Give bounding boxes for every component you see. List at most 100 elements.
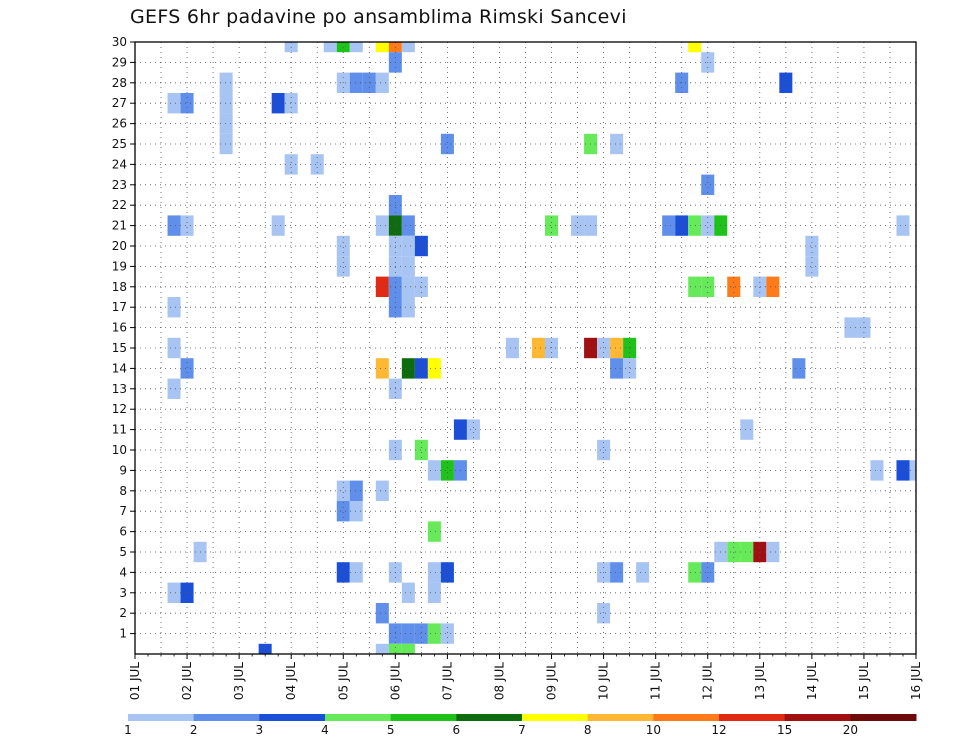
heatmap-cell — [167, 337, 181, 359]
legend-label: 3 — [256, 723, 264, 737]
heatmap-cell — [466, 419, 480, 440]
legend-swatch — [193, 714, 260, 721]
heatmap-cell — [310, 154, 324, 175]
heatmap-cell — [336, 480, 350, 501]
y-tick-label: 3 — [119, 586, 127, 600]
heatmap-cell — [167, 297, 181, 318]
y-tick-label: 8 — [119, 484, 127, 498]
y-tick-label: 9 — [119, 463, 127, 477]
legend-label: 4 — [321, 723, 329, 737]
legend-label: 20 — [843, 723, 858, 737]
x-tick-label: 14 JUL — [805, 662, 819, 700]
legend-swatch — [128, 714, 195, 721]
y-tick-label: 19 — [112, 259, 127, 273]
heatmap-cell — [271, 93, 285, 114]
heatmap-cell — [388, 643, 402, 654]
heatmap-cell — [375, 603, 389, 624]
x-tick-label: 05 JUL — [336, 662, 350, 700]
heatmap-cell — [701, 174, 715, 195]
heatmap-cell — [740, 419, 754, 440]
heatmap-cell — [414, 276, 428, 297]
legend-swatch — [325, 714, 392, 721]
x-tick-label: 02 JUL — [180, 662, 194, 700]
y-tick-label: 14 — [112, 361, 127, 375]
heatmap-cell — [896, 460, 910, 481]
y-tick-label: 15 — [112, 341, 127, 355]
heatmap-cell — [167, 215, 181, 236]
heatmap-cell — [688, 562, 702, 583]
heatmap-cell — [623, 358, 637, 379]
heatmap-cell — [349, 72, 363, 93]
heatmap-cell — [336, 235, 350, 257]
heatmap-cell — [401, 276, 415, 297]
x-tick-label: 11 JUL — [649, 662, 663, 700]
heatmap-cell — [766, 276, 780, 297]
x-tick-label: 04 JUL — [284, 662, 298, 700]
heatmap-cell — [805, 235, 819, 257]
heatmap-cell — [532, 337, 546, 359]
heatmap-cell — [805, 256, 819, 277]
heatmap-cell — [440, 133, 454, 155]
y-tick-label: 22 — [112, 198, 127, 212]
y-tick-label: 12 — [112, 402, 127, 416]
heatmap-cell — [349, 562, 363, 583]
x-tick-label: 03 JUL — [232, 662, 246, 700]
x-tick-label: 01 JUL — [128, 662, 142, 700]
heatmap-cell — [401, 42, 415, 53]
heatmap-cell — [401, 215, 415, 236]
heatmap-cell — [336, 256, 350, 277]
heatmap-cell — [740, 541, 754, 563]
y-tick-label: 16 — [112, 321, 127, 335]
heatmap-cell — [401, 256, 415, 277]
y-tick-label: 5 — [119, 545, 127, 559]
heatmap-cell — [375, 480, 389, 501]
heatmap-cell — [180, 93, 194, 114]
heatmap-cell — [349, 42, 363, 53]
y-tick-label: 26 — [112, 117, 127, 131]
heatmap-cell — [427, 460, 441, 481]
heatmap-cell — [167, 378, 181, 399]
heatmap-cell — [219, 72, 233, 93]
y-tick-label: 2 — [119, 606, 127, 620]
heatmap-cell — [375, 72, 389, 93]
y-tick-label: 25 — [112, 137, 127, 151]
y-tick-label: 10 — [112, 443, 127, 457]
legend-swatch — [784, 714, 851, 721]
y-tick-label: 1 — [119, 627, 127, 641]
heatmap-cell — [792, 358, 806, 379]
legend-swatch — [653, 714, 720, 721]
legend-label: 2 — [190, 723, 198, 737]
heatmap-cell — [505, 337, 519, 359]
heatmap-cell — [571, 215, 585, 236]
heatmap-cell — [610, 337, 624, 359]
heatmap-cell — [401, 235, 415, 257]
heatmap-cell — [414, 358, 428, 379]
heatmap-cell — [180, 358, 194, 379]
legend-swatch — [259, 714, 326, 721]
y-tick-label: 30 — [112, 35, 127, 49]
heatmap-cell — [610, 133, 624, 155]
heatmap-cell — [414, 439, 428, 461]
heatmap-cell — [349, 501, 363, 522]
heatmap-cell — [427, 562, 441, 583]
heatmap-cell — [271, 215, 285, 236]
legend-label: 6 — [453, 723, 461, 737]
y-tick-label: 20 — [112, 239, 127, 253]
y-tick-label: 6 — [119, 525, 127, 539]
legend-label: 12 — [711, 723, 726, 737]
heatmap-cell — [375, 276, 389, 297]
x-tick-label: 07 JUL — [440, 662, 454, 700]
heatmap-cell — [701, 215, 715, 236]
x-tick-label: 15 JUL — [857, 662, 871, 700]
x-tick-label: 13 JUL — [753, 662, 767, 700]
heatmap-cell — [414, 235, 428, 257]
heatmap-cell — [414, 623, 428, 644]
heatmap-cell — [545, 215, 559, 236]
heatmap-cell — [167, 582, 181, 603]
heatmap-cell — [688, 215, 702, 236]
heatmap-cell — [401, 582, 415, 603]
x-tick-label: 16 JUL — [909, 662, 923, 700]
heatmap-cell — [636, 562, 650, 583]
heatmap-cell — [180, 215, 194, 236]
